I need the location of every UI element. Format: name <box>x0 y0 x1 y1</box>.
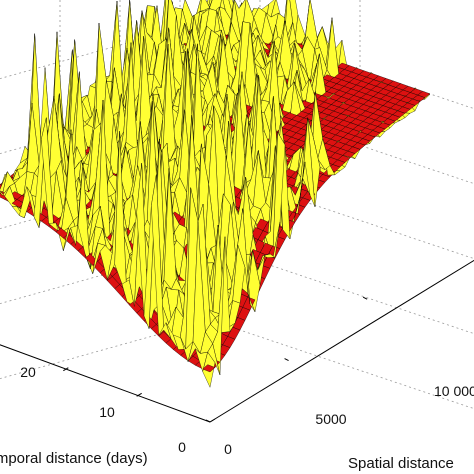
x-tick-label: 5000 <box>315 411 346 427</box>
x-tick-label: 0 <box>224 441 232 457</box>
x-tick-label: 10 000 <box>434 383 474 399</box>
x-axis-label: Spatial distance <box>348 455 454 472</box>
axes-layer <box>0 259 474 423</box>
y-tick-label: 10 <box>99 404 115 420</box>
y-tick-label: 0 <box>178 439 186 455</box>
y-tick-label: 20 <box>20 364 36 380</box>
y-axis-label: Temporal distance (days) <box>0 450 148 467</box>
surface-layer <box>0 0 431 388</box>
